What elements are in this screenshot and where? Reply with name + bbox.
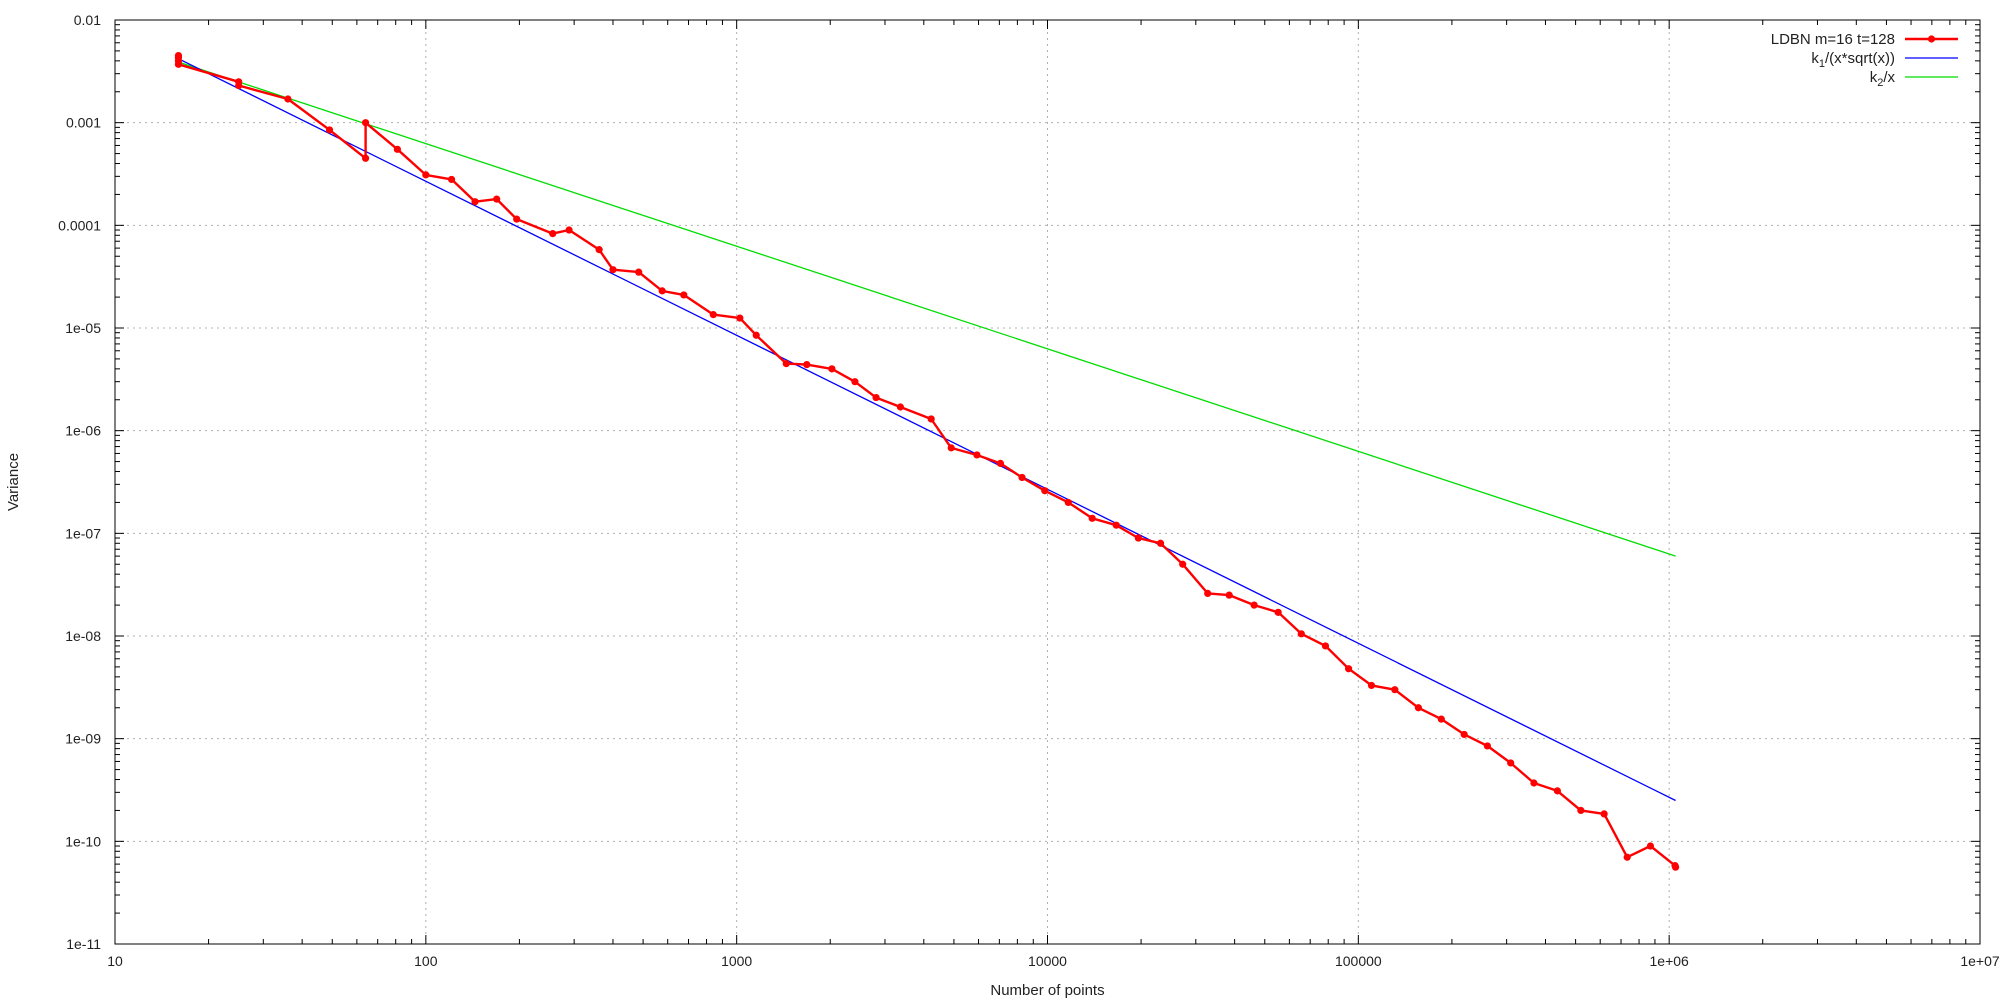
series-0-point (1156, 539, 1165, 547)
legend-text: k (1870, 69, 1878, 86)
series-0-point (1250, 601, 1258, 609)
series-0-point (752, 331, 760, 339)
series-0-point (513, 215, 521, 223)
x-tick-label: 100 (414, 953, 438, 969)
y-tick-label: 1e-05 (65, 320, 101, 336)
series-0-point (1600, 810, 1608, 818)
y-axis-title: Variance (5, 453, 22, 511)
x-tick-label: 10 (107, 953, 123, 969)
x-tick-label: 1e+07 (1960, 953, 2000, 969)
x-tick-label: 1e+06 (1650, 953, 1690, 969)
y-tick-label: 1e-06 (65, 423, 101, 439)
series-0-point (1041, 487, 1049, 495)
series-0-point (174, 60, 183, 68)
x-tick-label: 1000 (721, 953, 752, 969)
series-0-point (1646, 842, 1655, 850)
series-0-point (1623, 853, 1631, 861)
y-tick-label: 1e-08 (65, 628, 101, 644)
series-0-point (803, 361, 811, 369)
series-0-point (872, 393, 880, 402)
series-0-point (996, 459, 1005, 467)
series-0-point (361, 119, 370, 127)
series-0-point (1460, 730, 1468, 739)
series-0-point (1577, 806, 1585, 815)
series-0-point (1391, 686, 1399, 694)
axis-ticks: 10 100 1000 10000 100000 1e+06 1e+07 0.01 0.001 0… (58, 12, 2000, 969)
series-0-point (393, 145, 401, 153)
legend-suffix: /x (1883, 69, 1895, 86)
y-tick-label: 1e-07 (65, 525, 101, 541)
series-0-point (361, 154, 370, 162)
series-0-point (422, 171, 430, 179)
series-0-point (235, 81, 243, 90)
series-0-point (565, 226, 573, 234)
legend-label: k2/x (1870, 69, 1896, 89)
series-0-point (609, 266, 617, 274)
series-0-point (1088, 514, 1096, 522)
series-0-point (709, 311, 717, 319)
legend-suffix: /(x*sqrt(x)) (1825, 50, 1895, 67)
series-0-point (828, 365, 836, 373)
series-0-point (947, 444, 955, 452)
series-0-point (1134, 534, 1142, 542)
series-0-point (1204, 589, 1212, 597)
legend-label: LDBN m=16 t=128 (1771, 31, 1895, 48)
legend-swatch-point (1927, 35, 1936, 43)
series-0-line (177, 55, 1677, 868)
series-0-point (1507, 759, 1515, 767)
y-tick-label: 0.0001 (58, 217, 101, 233)
series-0-point (595, 246, 603, 254)
x-tick-label: 100000 (1335, 953, 1382, 969)
legend-subscript: 1 (1819, 58, 1825, 70)
series-0-point (1483, 742, 1491, 750)
series-0-point (1225, 591, 1233, 599)
series-0-point (927, 415, 935, 423)
legend-text: k (1811, 50, 1819, 67)
series-0-point (1274, 608, 1282, 616)
series-0-point (1321, 642, 1330, 650)
series-0-point (493, 195, 501, 203)
y-tick-label: 0.001 (66, 115, 101, 131)
series-0-point (658, 287, 666, 295)
series-0-point (896, 403, 905, 411)
series-0-point (782, 360, 790, 368)
series-2-line (178, 61, 1676, 557)
y-tick-label: 0.01 (74, 12, 101, 28)
series-0-point (1367, 681, 1376, 690)
y-tick-label: 1e-11 (66, 936, 101, 952)
y-tick-label: 1e-10 (65, 833, 101, 849)
series-0-point (1344, 665, 1353, 673)
series-0-point (1112, 521, 1120, 529)
series-0-point (851, 378, 859, 386)
series-0-point (1414, 704, 1422, 712)
series-0-point (680, 291, 688, 299)
series-0-point (1064, 498, 1072, 507)
series-0-point (1553, 787, 1561, 795)
series-0-point (1437, 715, 1445, 723)
series-0-point (284, 95, 292, 103)
legend-text: LDBN m=16 t=128 (1771, 31, 1895, 48)
series-0-point (325, 126, 334, 134)
y-tick-label: 1e-09 (65, 731, 101, 747)
grid (115, 20, 1980, 944)
series-0-point (447, 175, 456, 184)
series-0-point (973, 451, 981, 459)
x-tick-label: 10000 (1028, 953, 1067, 969)
series-0-point (736, 314, 744, 322)
series-0-point (549, 230, 557, 238)
series-0-point (1530, 779, 1538, 787)
x-axis-title: Number of points (990, 982, 1104, 999)
series-0-point (471, 198, 479, 206)
legend-label: k1/(x*sqrt(x)) (1811, 50, 1895, 70)
legend-subscript: 2 (1877, 77, 1883, 89)
series-0-point (1179, 560, 1187, 568)
series-0-point (1018, 473, 1026, 482)
series-layer (174, 52, 1680, 871)
series-0-point (1671, 863, 1680, 871)
series-1-line (178, 58, 1676, 802)
series-0-point (635, 268, 643, 276)
series-0-point (1297, 630, 1305, 638)
